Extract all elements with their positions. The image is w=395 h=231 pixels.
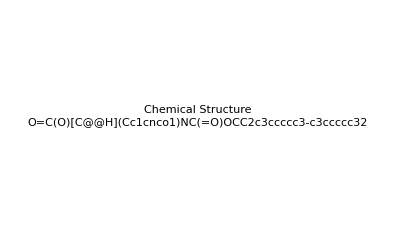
Text: Chemical Structure
O=C(O)[C@@H](Cc1cnco1)NC(=O)OCC2c3ccccc3-c3ccccc32: Chemical Structure O=C(O)[C@@H](Cc1cnco1… — [27, 105, 368, 126]
